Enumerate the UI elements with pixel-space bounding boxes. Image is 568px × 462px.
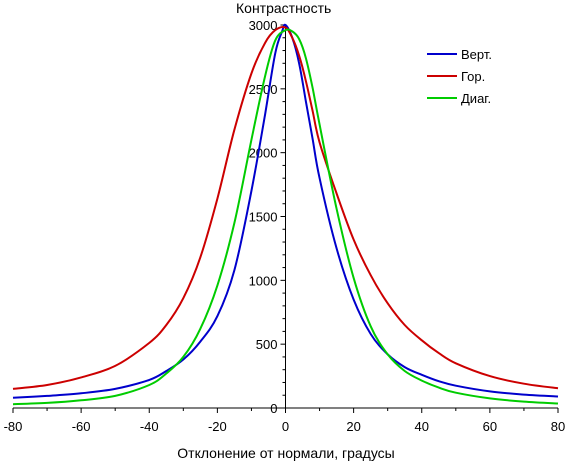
x-tick-label: -60 bbox=[72, 419, 91, 434]
x-tick-label: 40 bbox=[415, 419, 429, 434]
legend-label: Гор. bbox=[461, 69, 485, 84]
x-axis-ticks: -80 -60 -40 -20 0 20 40 60 80 bbox=[4, 408, 565, 434]
legend: Верт. Гор. Диаг. bbox=[427, 47, 492, 106]
y-tick-label: 0 bbox=[270, 401, 277, 416]
y-tick-label: 500 bbox=[256, 337, 278, 352]
y-tick-label: 1000 bbox=[249, 273, 278, 288]
series-lines bbox=[12, 23, 559, 406]
y-tick-label: 1500 bbox=[249, 210, 278, 225]
legend-label: Диаг. bbox=[461, 91, 491, 106]
legend-label: Верт. bbox=[461, 47, 492, 62]
series-line-3 bbox=[12, 28, 559, 406]
x-tick-label: -20 bbox=[208, 419, 227, 434]
y-tick-label: 3000 bbox=[249, 18, 278, 33]
x-tick-label: 80 bbox=[551, 419, 565, 434]
x-tick-label: 60 bbox=[483, 419, 497, 434]
x-tick-label: 20 bbox=[346, 419, 360, 434]
x-axis-title: Отклонение от нормали, градусы bbox=[177, 445, 394, 461]
x-tick-label: -80 bbox=[4, 419, 23, 434]
series-line-2 bbox=[12, 26, 559, 390]
y-tick-label: 2000 bbox=[249, 146, 278, 161]
x-tick-label: 0 bbox=[282, 419, 289, 434]
x-tick-label: -40 bbox=[140, 419, 159, 434]
y-axis-title: Контрастность bbox=[236, 0, 331, 16]
